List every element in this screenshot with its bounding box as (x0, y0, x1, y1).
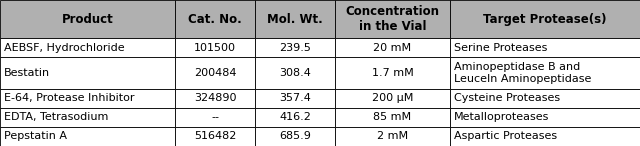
Text: Serine Proteases: Serine Proteases (454, 43, 547, 53)
Bar (0, 127, 175, 146)
Bar (175, 108, 255, 127)
Text: 101500: 101500 (194, 43, 236, 53)
Text: 20 mM: 20 mM (373, 43, 412, 53)
Text: Mol. Wt.: Mol. Wt. (267, 13, 323, 26)
Bar (335, 0, 450, 38)
Bar (450, 108, 640, 127)
Text: Cat. No.: Cat. No. (188, 13, 242, 26)
Text: Aminopeptidase B and
LeuceIn Aminopeptidase: Aminopeptidase B and LeuceIn Aminopeptid… (454, 62, 591, 84)
Bar (175, 57, 255, 89)
Bar (0, 0, 175, 38)
Bar (0, 57, 175, 89)
Text: Pepstatin A: Pepstatin A (4, 132, 67, 141)
Bar (450, 89, 640, 108)
Text: 308.4: 308.4 (279, 68, 311, 78)
Bar (255, 89, 335, 108)
Text: 324890: 324890 (194, 93, 236, 103)
Bar (335, 127, 450, 146)
Text: Cysteine Proteases: Cysteine Proteases (454, 93, 560, 103)
Bar (255, 0, 335, 38)
Text: 200 μM: 200 μM (372, 93, 413, 103)
Bar (175, 38, 255, 57)
Bar (175, 89, 255, 108)
Bar (255, 57, 335, 89)
Bar (0, 108, 175, 127)
Text: 2 mM: 2 mM (377, 132, 408, 141)
Bar (335, 57, 450, 89)
Bar (0, 38, 175, 57)
Bar (450, 127, 640, 146)
Text: Metalloproteases: Metalloproteases (454, 112, 549, 122)
Text: 516482: 516482 (194, 132, 236, 141)
Text: 1.7 mM: 1.7 mM (372, 68, 413, 78)
Text: Product: Product (61, 13, 113, 26)
Bar (0, 89, 175, 108)
Text: 685.9: 685.9 (279, 132, 311, 141)
Text: Target Protease(s): Target Protease(s) (483, 13, 607, 26)
Bar (450, 57, 640, 89)
Bar (450, 38, 640, 57)
Bar (335, 38, 450, 57)
Bar (255, 108, 335, 127)
Text: EDTA, Tetrasodium: EDTA, Tetrasodium (4, 112, 108, 122)
Text: 200484: 200484 (194, 68, 236, 78)
Text: 85 mM: 85 mM (373, 112, 412, 122)
Text: 357.4: 357.4 (279, 93, 311, 103)
Text: --: -- (211, 112, 219, 122)
Bar (450, 0, 640, 38)
Text: Concentration
in the Vial: Concentration in the Vial (346, 5, 440, 33)
Bar (255, 38, 335, 57)
Text: AEBSF, Hydrochloride: AEBSF, Hydrochloride (4, 43, 125, 53)
Bar (335, 108, 450, 127)
Text: Bestatin: Bestatin (4, 68, 50, 78)
Bar (175, 127, 255, 146)
Bar (255, 127, 335, 146)
Text: 416.2: 416.2 (279, 112, 311, 122)
Bar (175, 0, 255, 38)
Text: 239.5: 239.5 (279, 43, 311, 53)
Bar (335, 89, 450, 108)
Text: Aspartic Proteases: Aspartic Proteases (454, 132, 557, 141)
Text: E-64, Protease Inhibitor: E-64, Protease Inhibitor (4, 93, 134, 103)
